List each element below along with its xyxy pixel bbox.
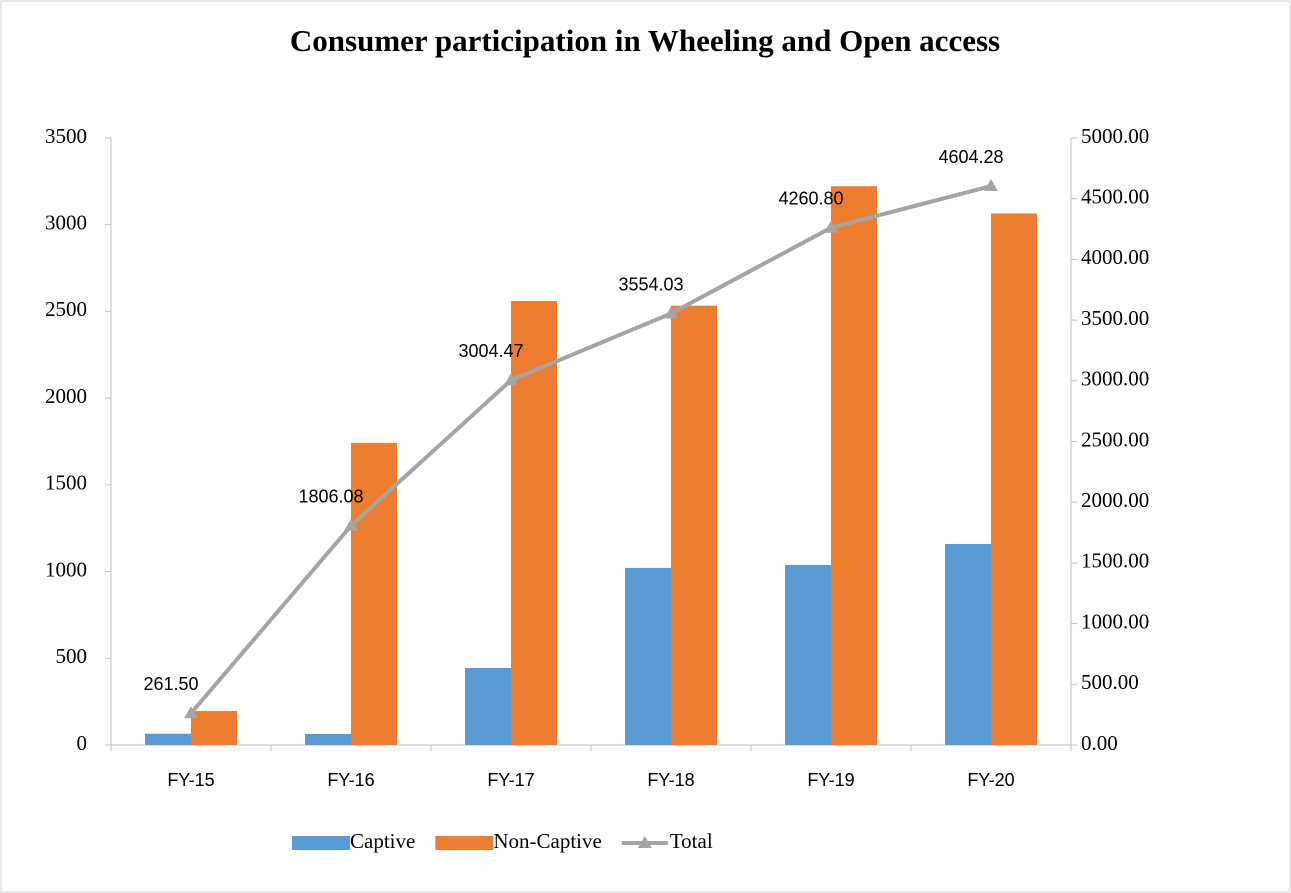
chart-title: Consumer participation in Wheeling and O… [290, 23, 1000, 58]
x-tick-label: FY-16 [327, 770, 374, 790]
x-tick-label: FY-18 [647, 770, 694, 790]
line-marker [664, 306, 678, 319]
y-tick-label: 0 [77, 731, 88, 755]
line-marker [824, 220, 838, 233]
y2-tick-label: 3000.00 [1081, 367, 1149, 391]
bar [945, 543, 991, 745]
y-tick-label: 1000 [45, 557, 87, 581]
x-tick-label: FY-15 [167, 770, 214, 790]
y-tick-label: 3500 [45, 124, 87, 148]
bar [465, 667, 511, 745]
legend-label: Total [670, 829, 713, 853]
y2-tick-label: 0.00 [1081, 731, 1118, 755]
bar [671, 305, 717, 745]
x-tick-label: FY-17 [487, 770, 534, 790]
y-tick-label: 2000 [45, 384, 87, 408]
data-label: 261.50 [143, 674, 198, 694]
y2-tick-label: 5000.00 [1081, 124, 1149, 148]
line-marker [344, 518, 358, 531]
line-marker [984, 179, 998, 192]
x-tick-label: FY-19 [807, 770, 854, 790]
y2-tick-label: 500.00 [1081, 670, 1139, 694]
data-label: 1806.08 [298, 486, 363, 506]
bar [831, 186, 877, 746]
legend-swatch [435, 836, 494, 850]
line-marker [184, 706, 198, 719]
y2-tick-label: 4500.00 [1081, 185, 1149, 209]
legend-label: Captive [350, 829, 415, 853]
x-tick-label: FY-20 [967, 770, 1014, 790]
y-tick-label: 3000 [45, 211, 87, 235]
y-tick-label: 500 [56, 644, 88, 668]
data-label: 3004.47 [458, 341, 523, 361]
y-tick-label: 1500 [45, 471, 87, 495]
data-label: 4260.80 [778, 188, 843, 208]
y-tick-label: 2500 [45, 297, 87, 321]
bar [511, 301, 557, 745]
legend-marker [637, 836, 652, 848]
bar [785, 564, 831, 745]
bar [305, 733, 351, 745]
data-label: 4604.28 [938, 147, 1003, 167]
bar [145, 733, 191, 745]
y2-tick-label: 2500.00 [1081, 427, 1149, 451]
line-marker [504, 373, 518, 386]
y2-tick-label: 1000.00 [1081, 609, 1149, 633]
bar [191, 711, 237, 745]
data-label: 3554.03 [618, 274, 683, 294]
y2-tick-label: 2000.00 [1081, 488, 1149, 512]
legend-swatch [292, 836, 350, 850]
bar [625, 567, 671, 745]
bar [991, 213, 1037, 746]
line [189, 184, 992, 715]
legend-label: Non-Captive [493, 829, 601, 853]
y2-tick-label: 4000.00 [1081, 245, 1149, 269]
y2-tick-label: 1500.00 [1081, 549, 1149, 573]
y2-tick-label: 3500.00 [1081, 306, 1149, 330]
